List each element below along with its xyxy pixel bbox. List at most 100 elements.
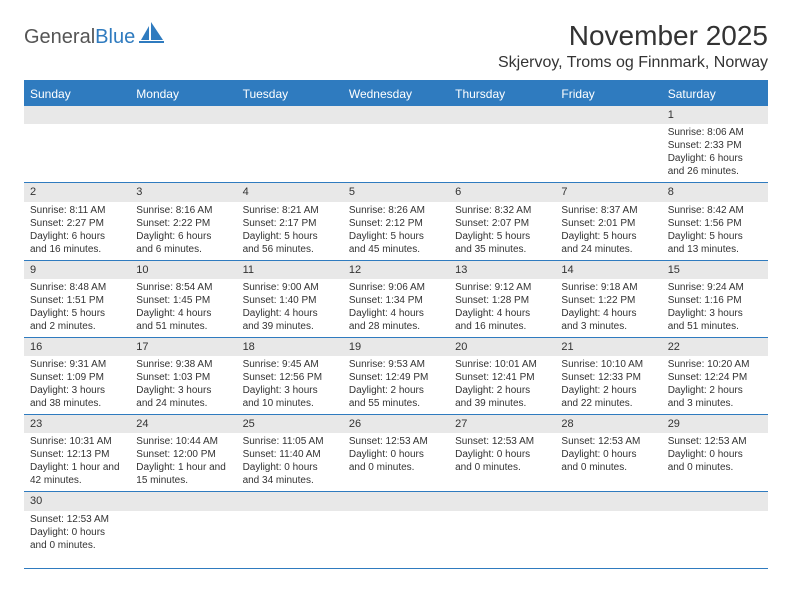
day-number-cell: 22 — [662, 337, 768, 356]
sunset-text: Sunset: 1:51 PM — [30, 294, 124, 307]
day-detail-cell: Sunrise: 9:38 AMSunset: 1:03 PMDaylight:… — [130, 356, 236, 415]
sunset-text: Sunset: 11:40 AM — [243, 448, 337, 461]
day-number-cell: 2 — [24, 183, 130, 202]
day-detail-cell — [343, 511, 449, 569]
sunrise-text: Sunrise: 9:45 AM — [243, 358, 337, 371]
day-detail-cell — [130, 511, 236, 569]
sunrise-text: Sunrise: 9:06 AM — [349, 281, 443, 294]
sunset-text: Sunset: 2:01 PM — [561, 217, 655, 230]
day-number-cell — [237, 106, 343, 124]
daylight-text: Daylight: 0 hours and 0 minutes. — [668, 448, 762, 474]
sunrise-text: Sunrise: 10:01 AM — [455, 358, 549, 371]
sunrise-text: Sunrise: 8:16 AM — [136, 204, 230, 217]
sails-icon — [138, 22, 166, 49]
sunset-text: Sunset: 12:53 AM — [668, 435, 762, 448]
sunrise-text: Sunrise: 11:05 AM — [243, 435, 337, 448]
day-detail-cell: Sunset: 12:53 AMDaylight: 0 hours and 0 … — [449, 433, 555, 492]
month-title: November 2025 — [498, 20, 768, 52]
calendar-body: 1Sunrise: 8:06 AMSunset: 2:33 PMDaylight… — [24, 106, 768, 569]
logo-text-part1: General — [24, 26, 95, 48]
day-detail-cell — [662, 511, 768, 569]
weekday-header: Friday — [555, 81, 661, 106]
sunset-text: Sunset: 12:24 PM — [668, 371, 762, 384]
daylight-text: Daylight: 2 hours and 22 minutes. — [561, 384, 655, 410]
day-detail-cell — [24, 124, 130, 183]
day-number-cell: 13 — [449, 260, 555, 279]
day-number-cell: 14 — [555, 260, 661, 279]
sunrise-text: Sunrise: 8:54 AM — [136, 281, 230, 294]
weekday-header: Monday — [130, 81, 236, 106]
day-detail-cell: Sunrise: 8:42 AMSunset: 1:56 PMDaylight:… — [662, 202, 768, 261]
day-number-cell: 18 — [237, 337, 343, 356]
sunset-text: Sunset: 1:03 PM — [136, 371, 230, 384]
daylight-text: Daylight: 1 hour and 42 minutes. — [30, 461, 124, 487]
day-detail-cell: Sunrise: 10:10 AMSunset: 12:33 PMDayligh… — [555, 356, 661, 415]
day-number-cell: 24 — [130, 415, 236, 434]
logo: GeneralBlue — [24, 26, 166, 49]
day-number-cell: 9 — [24, 260, 130, 279]
daylight-text: Daylight: 2 hours and 3 minutes. — [668, 384, 762, 410]
daylight-text: Daylight: 0 hours and 0 minutes. — [349, 448, 443, 474]
sunrise-text: Sunrise: 8:32 AM — [455, 204, 549, 217]
day-number-cell — [449, 106, 555, 124]
day-number-cell — [555, 492, 661, 511]
sunset-text: Sunset: 1:22 PM — [561, 294, 655, 307]
title-block: November 2025 Skjervoy, Troms og Finnmar… — [498, 20, 768, 72]
sunrise-text: Sunrise: 9:53 AM — [349, 358, 443, 371]
day-number-cell — [130, 106, 236, 124]
sunset-text: Sunset: 12:49 PM — [349, 371, 443, 384]
day-detail-row: Sunrise: 8:06 AMSunset: 2:33 PMDaylight:… — [24, 124, 768, 183]
day-detail-row: Sunrise: 8:48 AMSunset: 1:51 PMDaylight:… — [24, 279, 768, 338]
day-detail-cell: Sunrise: 10:44 AMSunset: 12:00 PMDayligh… — [130, 433, 236, 492]
day-number-cell: 29 — [662, 415, 768, 434]
sunrise-text: Sunrise: 8:42 AM — [668, 204, 762, 217]
day-detail-row: Sunrise: 9:31 AMSunset: 1:09 PMDaylight:… — [24, 356, 768, 415]
page-header: GeneralBlue November 2025 Skjervoy, Trom… — [24, 20, 768, 72]
sunset-text: Sunset: 1:56 PM — [668, 217, 762, 230]
day-detail-cell — [343, 124, 449, 183]
day-number-cell — [130, 492, 236, 511]
day-number-cell — [662, 492, 768, 511]
day-number-cell — [343, 106, 449, 124]
daylight-text: Daylight: 6 hours and 26 minutes. — [668, 152, 762, 178]
sunset-text: Sunset: 12:56 PM — [243, 371, 337, 384]
day-detail-cell: Sunrise: 8:54 AMSunset: 1:45 PMDaylight:… — [130, 279, 236, 338]
day-number-cell: 20 — [449, 337, 555, 356]
daylight-text: Daylight: 6 hours and 16 minutes. — [30, 230, 124, 256]
sunset-text: Sunset: 2:27 PM — [30, 217, 124, 230]
day-number-cell: 15 — [662, 260, 768, 279]
day-detail-row: Sunset: 12:53 AMDaylight: 0 hours and 0 … — [24, 511, 768, 569]
day-detail-row: Sunrise: 8:11 AMSunset: 2:27 PMDaylight:… — [24, 202, 768, 261]
sunset-text: Sunset: 1:16 PM — [668, 294, 762, 307]
day-number-cell: 19 — [343, 337, 449, 356]
day-number-cell — [24, 106, 130, 124]
day-number-cell — [237, 492, 343, 511]
sunrise-text: Sunrise: 8:21 AM — [243, 204, 337, 217]
sunset-text: Sunset: 12:53 AM — [455, 435, 549, 448]
weekday-header: Thursday — [449, 81, 555, 106]
day-number-cell: 5 — [343, 183, 449, 202]
day-number-cell: 12 — [343, 260, 449, 279]
sunrise-text: Sunrise: 10:20 AM — [668, 358, 762, 371]
day-detail-cell: Sunrise: 8:11 AMSunset: 2:27 PMDaylight:… — [24, 202, 130, 261]
weekday-header: Tuesday — [237, 81, 343, 106]
day-number-cell: 8 — [662, 183, 768, 202]
day-detail-cell: Sunset: 12:53 AMDaylight: 0 hours and 0 … — [662, 433, 768, 492]
sunrise-text: Sunrise: 8:11 AM — [30, 204, 124, 217]
daylight-text: Daylight: 4 hours and 3 minutes. — [561, 307, 655, 333]
daylight-text: Daylight: 5 hours and 13 minutes. — [668, 230, 762, 256]
daylight-text: Daylight: 4 hours and 16 minutes. — [455, 307, 549, 333]
sunrise-text: Sunrise: 9:18 AM — [561, 281, 655, 294]
daylight-text: Daylight: 1 hour and 15 minutes. — [136, 461, 230, 487]
sunrise-text: Sunrise: 9:31 AM — [30, 358, 124, 371]
weekday-header: Wednesday — [343, 81, 449, 106]
day-number-cell: 6 — [449, 183, 555, 202]
logo-text-part2: Blue — [95, 26, 135, 48]
day-number-row: 9101112131415 — [24, 260, 768, 279]
day-detail-cell — [237, 511, 343, 569]
day-number-cell: 28 — [555, 415, 661, 434]
day-detail-cell — [130, 124, 236, 183]
day-number-cell: 3 — [130, 183, 236, 202]
daylight-text: Daylight: 4 hours and 39 minutes. — [243, 307, 337, 333]
day-number-cell: 21 — [555, 337, 661, 356]
